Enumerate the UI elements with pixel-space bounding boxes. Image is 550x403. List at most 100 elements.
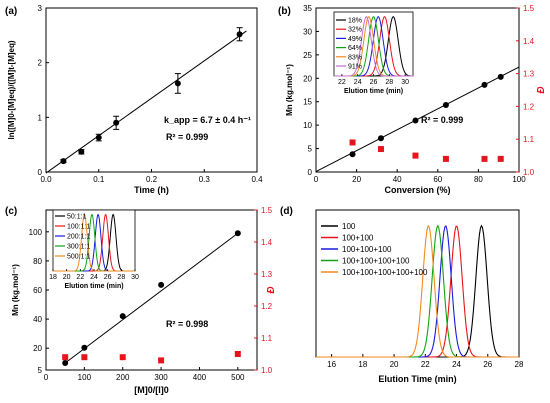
panel-a-data-point [174,80,181,87]
panel-d-x-tick-label: 26 [483,360,492,369]
panel-d-trace [316,224,519,358]
panel-c-y-tick-label: 40 [33,315,42,324]
panel-c-inset-x-tick-label: 24 [90,274,98,281]
panel-b-y2-tick-label: 1.0 [523,168,535,177]
panel-c-annotation-r2: R² = 0.998 [166,319,208,329]
panel-a-x-tick-label: 0.2 [146,175,158,184]
panel-a-y-axis-label: ln([M]0-[M]eq)/([M]t-[M]eq) [7,40,16,139]
panel-b-dispersity-point [442,155,449,162]
panel-a-data-point [95,134,102,141]
panel-b-inset-x-tick-label: 28 [385,79,393,86]
panel-c-y-tick-label: 60 [33,286,42,295]
panel-a-frame [45,7,258,173]
panel-d-legend-label: 100 [342,222,356,231]
panel-c-x-tick-label: 100 [78,373,92,382]
panel-c-x-tick-label: 300 [154,373,168,382]
panel-c-y-tick-label: 100 [29,228,43,237]
panel-d-legend-label: 100+100+100+100+100 [342,268,428,277]
panel-a-data-point [60,158,67,165]
panel-c-y2-tick-label: 1.5 [261,206,273,215]
panel-c-dispersity-point [119,354,126,361]
panel-d-x-tick-label: 16 [327,360,336,369]
panel-b-inset-x-tick-label: 26 [370,79,378,86]
panel-b-y-tick-label: 30 [303,27,312,36]
panel-b-dispersity-point [481,155,488,162]
panel-b-inset-x-tick-label: 22 [338,79,346,86]
panel-d-legend-label: 100+100+100+100 [342,257,410,266]
panel-c-x-tick-label: 400 [193,373,207,382]
panel-c-dispersity-point [158,357,165,364]
panel-b-x-tick-label: 20 [352,175,361,184]
panel-a-annotation-r2: R² = 0.999 [166,132,208,142]
panel-b-x-tick-label: 0 [314,175,319,184]
panel-c-y2-tick-label: 1.2 [261,302,273,311]
panel-c-x-tick-label: 500 [231,373,245,382]
panel-c-mn-point [158,281,165,288]
panel-c-inset-legend-label: 50:1:1 [67,214,87,221]
panel-b-y2-tick-label: 1.1 [523,135,535,144]
panel-c-dispersity-point [234,351,241,357]
panel-c-mn-point [81,344,88,351]
panel-b-y-tick-label: 20 [303,74,312,83]
panel-a-y-tick-label: 1 [38,113,43,122]
panel-c-inset-legend-label: 200:1:1 [67,234,90,241]
panel-b-y2-tick-label: 1.5 [523,4,535,13]
panel-b-x-tick-label: 60 [433,175,442,184]
panel-d-legend-label: 100+100+100 [342,245,392,254]
panel-d-x-tick-label: 18 [358,360,367,369]
panel-b-y-tick-label: 5 [308,145,313,154]
panel-b-inset-legend-label: 18% [348,18,362,25]
panel-a-x-tick-label: 0.0 [40,175,52,184]
panel-c-y2-tick-label: 1.1 [261,334,273,343]
panel-b-y-tick-label: 0 [308,168,313,177]
panel-b-mn-point [497,73,504,80]
panel-b-inset-legend-label: 49% [348,36,362,43]
panel-c-mn-point [119,313,126,320]
panel-c-y-tick-label: 80 [33,257,42,266]
panel-b-y-tick-label: 35 [303,4,312,13]
panel-b-annotation-r2: R² = 0.999 [421,115,463,125]
panel-c-dispersity-point [81,354,88,361]
panel-b-dispersity-point [497,155,504,162]
panel-b-y-tick-label: 10 [303,121,312,130]
panel-c-inset-x-tick-label: 20 [63,274,71,281]
panel-b-inset-legend-label: 83% [348,54,362,61]
panel-c-y2-tick-label: 1.0 [261,366,273,375]
panel-d-x-tick-label: 28 [515,360,524,369]
panel-c-y-axis-label: Mn (kg.mol⁻¹) [11,264,20,316]
panel-d-x-tick-label: 20 [390,360,399,369]
panel-a-annotation-kapp: k_app = 6.7 ± 0.4 h⁻¹ [164,115,251,125]
panel-c-y2-tick-label: 1.3 [261,270,273,279]
panel-b-dispersity-point [349,139,356,146]
panel-b-frame [315,7,520,173]
panel-b-inset-legend-label: 32% [348,27,362,34]
panel-c-y2-tick-label: 1.4 [261,238,273,247]
panel-b-x-tick-label: 80 [474,175,483,184]
panel-b-y2-tick-label: 1.3 [523,70,535,79]
panel-b-inset-frame [333,11,414,77]
panel-c-mn-point [234,230,241,237]
panel-c-dispersity-point [62,354,69,361]
panel-c-inset-x-tick-label: 22 [76,274,84,281]
panel-c-y-tick-label: 5 [38,366,43,375]
panel-b-y2-tick-label: 1.2 [523,102,535,111]
panel-c-inset-x-tick-label: 30 [131,274,139,281]
panel-c-x-tick-label: 0 [44,373,49,382]
panel-b-dispersity-point [377,146,384,153]
panel-a-fit-line [45,30,247,174]
panel-a-y-tick-label: 0 [38,168,43,177]
panel-c-y-tick-label: 20 [33,344,42,353]
panel-d-label: (d) [280,206,293,217]
panel-c-inset-x-tick-label: 28 [117,274,125,281]
panel-b-inset-x-tick-label: 24 [354,79,362,86]
panel-c-inset-legend-label: 100:1:1 [67,224,90,231]
panel-c-y2-axis-label: Đ [266,286,277,293]
panel-a-x-tick-label: 0.4 [251,175,263,184]
panel-a-x-axis-label: Time (h) [134,185,169,195]
panel-c-fit-line [64,232,239,364]
panel-b-mn-point [349,151,356,158]
panel-a-data-point [78,148,85,155]
panel-c-inset-x-tick-label: 26 [104,274,112,281]
panel-b-mn-point [442,101,449,108]
